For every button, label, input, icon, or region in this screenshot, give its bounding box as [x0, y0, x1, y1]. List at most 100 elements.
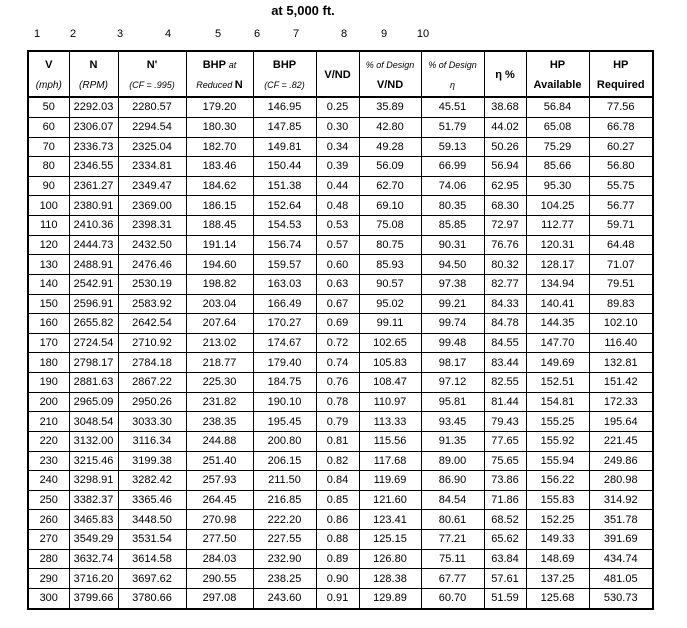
data-cell: 56.84	[525, 96, 590, 118]
data-cell: 391.69	[588, 529, 654, 550]
data-cell: 99.48	[420, 332, 485, 354]
data-cell: 297.08	[185, 587, 254, 610]
data-cell: 0.76	[315, 372, 360, 393]
data-cell: 152.51	[525, 372, 590, 393]
data-cell: 60.27	[588, 136, 654, 158]
header-cell-10: HP Available	[525, 50, 590, 98]
data-cell: 155.25	[525, 411, 590, 432]
data-cell: 184.75	[252, 372, 317, 393]
data-cell: 97.12	[420, 372, 485, 393]
data-cell: 238.25	[252, 568, 317, 589]
header-line: (CF = .82)	[255, 74, 315, 94]
data-cell: 2784.18	[117, 352, 187, 373]
header-text: (CF = .995)	[129, 80, 175, 90]
data-cell: 211.50	[252, 470, 317, 491]
header-cell-11: HP Required	[588, 50, 654, 98]
header-text: N	[89, 59, 98, 71]
table-row: 130 2488.91 2476.46 194.60 159.57 0.60 85.93 94…	[27, 254, 654, 275]
data-cell: 83.44	[483, 352, 527, 373]
data-cell: 82.55	[483, 372, 527, 393]
data-cell: 2334.81	[117, 156, 187, 177]
data-cell: 0.78	[315, 391, 360, 413]
header-cell-3: N' (CF = .995)	[117, 50, 187, 98]
data-cell: 128.38	[358, 568, 422, 589]
data-cell: 2530.19	[117, 273, 187, 295]
data-cell: 190	[27, 372, 70, 393]
data-cell: 126.80	[358, 548, 422, 570]
data-cell: 210	[27, 411, 70, 432]
data-cell: 105.83	[358, 352, 422, 373]
header-line: BHP	[255, 54, 315, 74]
data-cell: 2583.92	[117, 293, 187, 315]
data-cell: 3132.00	[68, 430, 119, 452]
data-cell: 62.70	[358, 175, 422, 197]
data-cell: 75.65	[483, 450, 527, 472]
data-cell: 243.60	[252, 587, 317, 610]
table-row: 90 2361.27 2349.47 184.62 151.38 0.44 62.70 74.…	[27, 175, 654, 197]
data-cell: 213.02	[185, 332, 254, 354]
data-cell: 2724.54	[68, 332, 119, 354]
data-cell: 2642.54	[117, 313, 187, 334]
table-row: 190 2881.63 2867.22 225.30 184.75 0.76 108.47 9…	[27, 372, 654, 393]
header-cell-4: BHP at Reduced N	[185, 50, 254, 98]
table-row: 70 2336.73 2325.04 182.70 149.81 0.34 49.28 59.…	[27, 136, 654, 158]
table-row: 140 2542.91 2530.19 198.82 163.03 0.63 90.57 97…	[27, 273, 654, 295]
data-cell: 0.88	[315, 529, 360, 550]
data-cell: 85.85	[420, 215, 485, 236]
data-cell: 277.50	[185, 529, 254, 550]
header-text: HP	[549, 59, 566, 71]
column-number-4: 4	[164, 28, 172, 40]
data-cell: 0.60	[315, 254, 360, 275]
data-cell: 63.84	[483, 548, 527, 570]
header-text: Available	[533, 79, 582, 91]
data-cell: 270	[27, 529, 70, 550]
data-cell: 2476.46	[117, 254, 187, 275]
data-cell: 3465.83	[68, 509, 119, 530]
data-cell: 0.25	[315, 96, 360, 118]
data-cell: 156.22	[525, 470, 590, 491]
data-cell: 64.48	[588, 234, 654, 256]
data-cell: 119.69	[358, 470, 422, 491]
data-cell: 2380.91	[68, 195, 119, 216]
data-cell: 0.84	[315, 470, 360, 491]
data-cell: 2965.09	[68, 391, 119, 413]
data-cell: 0.89	[315, 548, 360, 570]
data-cell: 154.53	[252, 215, 317, 236]
data-cell: 3780.66	[117, 587, 187, 610]
data-cell: 110	[27, 215, 70, 236]
header-cell-5: BHP (CF = .82)	[252, 50, 317, 98]
data-cell: 125.68	[525, 587, 590, 610]
data-cell: 207.64	[185, 313, 254, 334]
data-cell: 250	[27, 489, 70, 511]
data-cell: 95.30	[525, 175, 590, 197]
data-cell: 82.77	[483, 273, 527, 295]
table-row: 210 3048.54 3033.30 238.35 195.45 0.79 113.33 9…	[27, 411, 654, 432]
data-cell: 71.07	[588, 254, 654, 275]
header-line: Reduced N	[188, 74, 252, 94]
data-cell: 120.31	[525, 234, 590, 256]
data-cell: 70	[27, 136, 70, 158]
data-cell: 56.77	[588, 195, 654, 216]
header-line: Required	[591, 74, 652, 94]
header-row: V (mph) N (RPM) N' (CF = .995) BHP at Reduced N…	[27, 50, 654, 98]
header-line: (RPM)	[71, 74, 117, 94]
data-cell: 2349.47	[117, 175, 187, 197]
data-cell: 300	[27, 587, 70, 610]
page-title: at 5,000 ft.	[271, 3, 335, 18]
header-line: (mph)	[30, 74, 68, 94]
data-cell: 137.25	[525, 568, 590, 589]
table-row: 250 3382.37 3365.46 264.45 216.85 0.85 121.60 8…	[27, 489, 654, 511]
data-cell: 179.20	[185, 96, 254, 118]
data-cell: 59.13	[420, 136, 485, 158]
header-cell-6: V/ND	[315, 50, 360, 98]
data-cell: 60.70	[420, 587, 485, 610]
data-cell: 38.68	[483, 96, 527, 118]
header-text: Reduced	[196, 80, 235, 90]
header-cell-7: % of Design V/ND	[358, 50, 422, 98]
data-cell: 151.42	[588, 372, 654, 393]
data-cell: 112.77	[525, 215, 590, 236]
header-text: η %	[495, 69, 515, 81]
data-cell: 198.82	[185, 273, 254, 295]
data-cell: 134.94	[525, 273, 590, 295]
data-cell: 56.94	[483, 156, 527, 177]
